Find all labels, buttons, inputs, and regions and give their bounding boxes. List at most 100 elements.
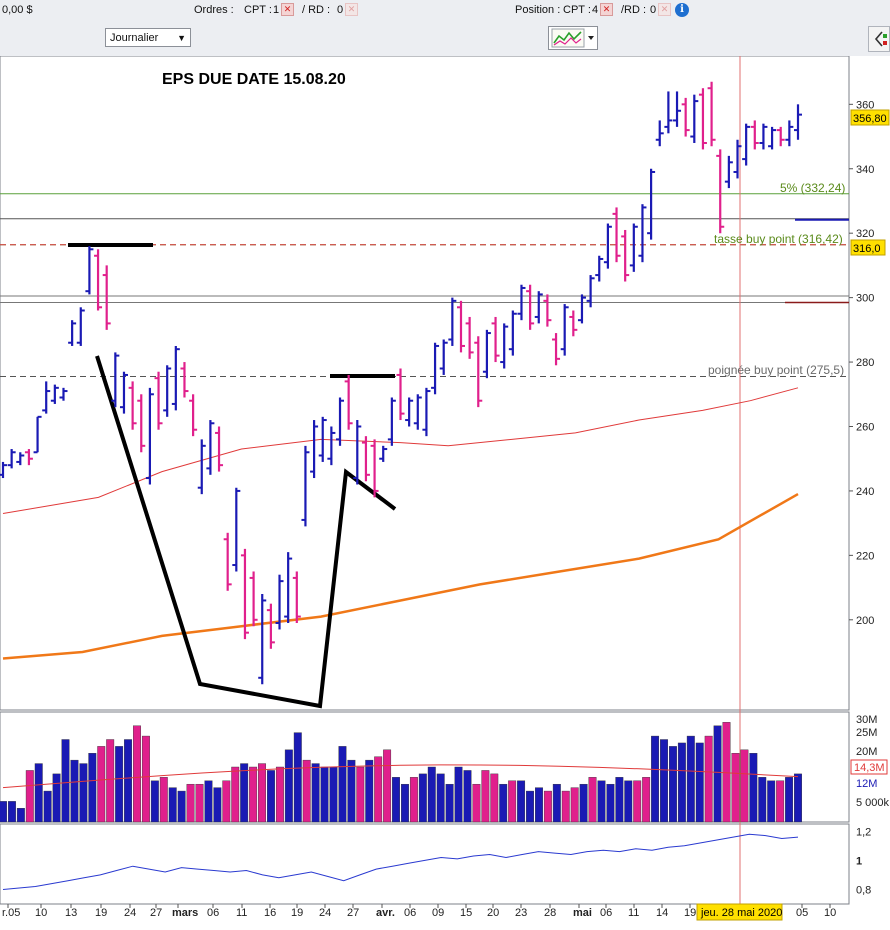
volume-average-line: [2, 764, 799, 789]
volume-bar: [463, 770, 472, 823]
level-label-5pct: 5% (332,24): [780, 181, 845, 195]
time-tick-label: 16: [264, 907, 276, 919]
ohlc-bar: [361, 436, 370, 482]
ohlc-bar: [111, 352, 120, 408]
ohlc-bar: [595, 255, 604, 282]
chart-type-icon: [551, 28, 594, 48]
time-tick-label: 27: [150, 907, 162, 919]
info-icon[interactable]: i: [675, 3, 689, 17]
volume-bar: [347, 759, 356, 823]
volume-bar: [0, 801, 7, 823]
ohlc-bar: [500, 323, 509, 369]
ohlc-bar: [163, 365, 172, 417]
ohlc-bar: [768, 126, 777, 150]
time-tick-label: 15: [460, 907, 472, 919]
volume-bar: [374, 756, 383, 823]
ohlc-bar: [42, 381, 51, 414]
ohlc-bar: [655, 120, 664, 147]
volume-bar: [249, 766, 258, 823]
ohlc-bar: [33, 415, 42, 454]
position-cpt-cancel-icon[interactable]: ✕: [600, 3, 613, 16]
orders-cpt-value: 1: [273, 4, 280, 16]
volume-bar: [177, 790, 186, 823]
ohlc-bar: [387, 397, 396, 446]
volume-bar: [311, 763, 320, 823]
ohlc-bar: [137, 394, 146, 453]
time-tick-label: 10: [35, 907, 47, 919]
orders-rd-label: / RD :: [302, 4, 331, 16]
time-tick-label: 24: [124, 907, 136, 919]
level-label-cup-buy-point: tasse buy point (316,42): [714, 232, 843, 246]
ohlc-bar: [275, 574, 284, 630]
ohlc-bar: [353, 420, 362, 485]
ohlc-bar: [690, 94, 699, 143]
chart-type-button[interactable]: [548, 26, 598, 50]
volume-bar: [722, 722, 731, 823]
ohlc-bar: [50, 384, 59, 404]
ohlc-bar: [336, 397, 345, 446]
price-tick-label: 240: [856, 486, 874, 498]
time-tick-label: 14: [656, 907, 668, 919]
time-tick-label: 27: [347, 907, 359, 919]
ohlc-bar: [310, 420, 319, 479]
ohlc-bar: [344, 374, 353, 430]
ohlc-bar: [724, 155, 733, 189]
volume-tick-label: 12M: [856, 778, 877, 790]
time-tick-label: mars: [172, 907, 198, 919]
volume-bar: [231, 766, 240, 823]
time-tick-label: 06: [600, 907, 612, 919]
top-status-bar: 0,00 $ Ordres : CPT : 1 ✕ / RD : 0 ✕ Pos…: [0, 0, 890, 23]
volume-bar: [776, 780, 785, 823]
orders-rd-cancel-icon[interactable]: ✕: [345, 3, 358, 16]
price-tick-label: 360: [856, 99, 874, 111]
volume-bar: [668, 746, 677, 823]
volume-bar: [794, 773, 802, 823]
volume-bar: [409, 777, 418, 823]
time-tick-label: 13: [65, 907, 77, 919]
cup-price-tag-label: 316,0: [853, 243, 881, 255]
volume-bar: [70, 759, 79, 823]
orders-cpt-label: CPT :: [244, 4, 272, 16]
volume-bar: [535, 787, 543, 823]
ohlc-bar: [258, 594, 267, 685]
chevron-down-icon: ▼: [177, 33, 186, 43]
volume-bar: [740, 749, 749, 823]
ohlc-bar: [517, 284, 526, 321]
chart-title: EPS DUE DATE 15.08.20: [162, 71, 346, 88]
ohlc-bar: [327, 426, 336, 466]
volume-bar: [704, 735, 713, 823]
price-tick-label: 340: [856, 164, 874, 176]
price-tick-label: 280: [856, 357, 874, 369]
volume-bar: [579, 783, 588, 823]
ratio-line: 1,2 1 0,8: [2, 826, 871, 896]
volume-bar: [320, 766, 329, 823]
side-panel-button[interactable]: [868, 26, 890, 52]
orders-cpt-cancel-icon[interactable]: ✕: [281, 3, 294, 16]
price-axis: 200 220 240 260 280 300 320 340 360: [849, 99, 874, 627]
price-tick-label: 260: [856, 421, 874, 433]
volume-bar: [133, 725, 141, 823]
cup-price-tag: [850, 239, 886, 256]
ohlc-bar: [154, 371, 163, 430]
volume-bar: [552, 783, 561, 823]
period-select[interactable]: Journalier ▼: [105, 28, 191, 47]
position-cpt-label: CPT :: [563, 4, 591, 16]
volume-bar: [642, 777, 651, 823]
ohlc-bar: [439, 339, 448, 375]
volume-bar: [79, 763, 88, 823]
ohlc-bar: [560, 304, 569, 356]
volume-bar: [454, 766, 463, 823]
time-tick-label: 28: [544, 907, 556, 919]
time-tick-label: 19: [291, 907, 303, 919]
volume-bar: [25, 770, 34, 823]
time-tick-label: r.05: [2, 907, 20, 919]
volume-bar: [526, 790, 534, 823]
position-rd-cancel-icon[interactable]: ✕: [658, 3, 671, 16]
price-tick-label: 300: [856, 293, 874, 305]
ohlc-bar: [59, 387, 68, 401]
ohlc-bar: [482, 329, 491, 379]
level-label-handle-buy-point: poignée buy point (275,5): [708, 363, 844, 377]
volume-bar: [115, 746, 124, 823]
ohlc-bar: [232, 487, 241, 572]
